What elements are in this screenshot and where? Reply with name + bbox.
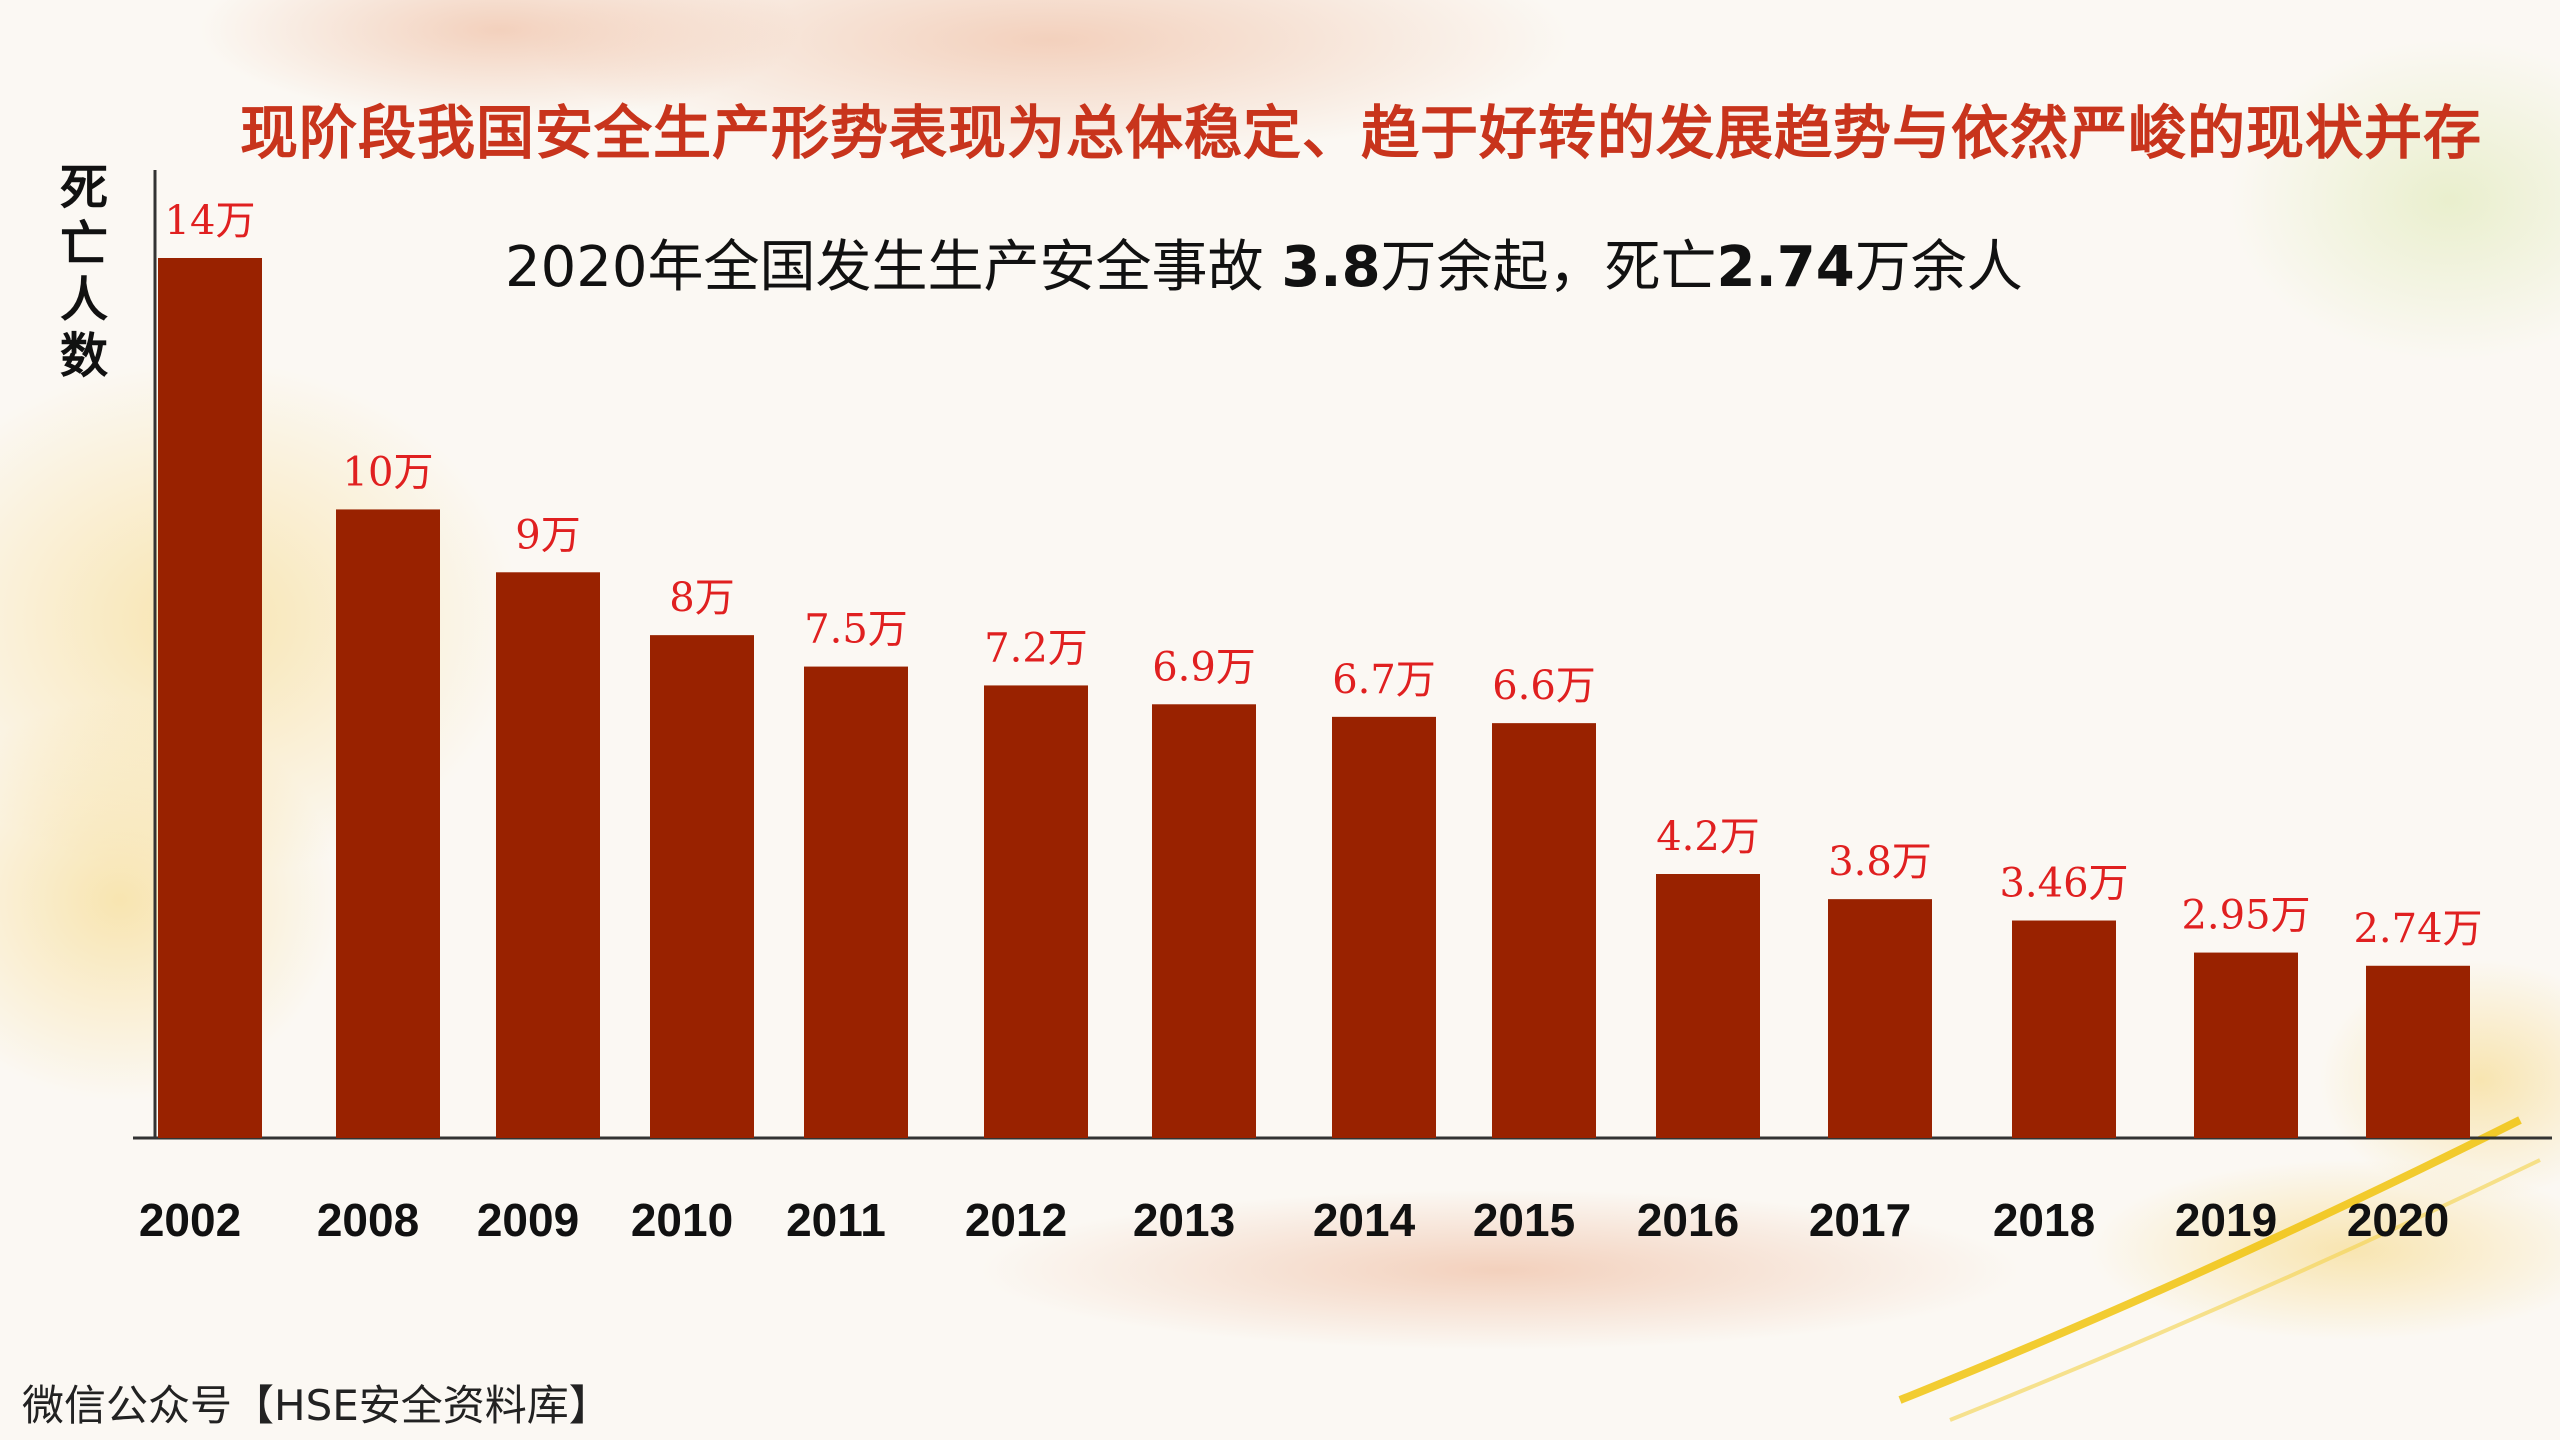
x-tick-2002: 2002 [139,1194,241,1246]
data-label-2018: 3.46万 [1999,861,2128,907]
subtitle-part1: 2020年全国发生生产安全事故 [505,235,1282,300]
x-tick-2017: 2017 [1809,1194,1911,1246]
x-tick-2014: 2014 [1313,1194,1416,1246]
subtitle: 2020年全国发生生产安全事故 3.8万余起，死亡2.74万余人 [505,222,2023,303]
x-tick-2009: 2009 [477,1194,579,1246]
data-label-2019: 2.95万 [2181,893,2310,939]
x-tick-2012: 2012 [965,1194,1067,1246]
data-label-2013: 6.9万 [1152,644,1256,690]
bar-2018 [2012,920,2116,1138]
chart-bars [158,258,2470,1138]
data-label-2016: 4.2万 [1656,814,1760,860]
footer-source: 微信公众号【HSE安全资料库】 [22,1381,611,1430]
data-label-2015: 6.6万 [1492,663,1596,709]
x-tick-2013: 2013 [1133,1194,1235,1246]
bar-2009 [496,572,600,1138]
subtitle-accident-count: 3.8 [1281,235,1381,300]
data-label-2020: 2.74万 [2353,906,2482,952]
x-tick-2011: 2011 [786,1194,886,1246]
x-tick-2010: 2010 [631,1194,733,1246]
bar-2010 [650,635,754,1138]
data-label-2008: 10万 [343,449,434,495]
x-tick-2019: 2019 [2175,1194,2277,1246]
subtitle-part2: 万余起，死亡 [1380,235,1717,300]
data-label-2017: 3.8万 [1828,839,1932,885]
x-tick-2020: 2020 [2347,1194,2449,1246]
data-label-2002: 14万 [165,198,256,244]
bar-2020 [2366,965,2470,1138]
data-label-2010: 8万 [669,575,734,621]
bar-2015 [1492,723,1596,1138]
x-tick-2015: 2015 [1473,1194,1575,1246]
data-label-2011: 7.5万 [804,607,908,653]
bar-2016 [1656,874,1760,1138]
x-tick-2008: 2008 [317,1194,419,1246]
chart-data-labels: 14万 10万 9万 8万 7.5万 7.2万 6.9万 6.7万 6.6万 4.2万 3.8万 3.… [165,198,2483,952]
bar-2011 [804,666,908,1138]
y-axis-label: 死亡人数 [59,160,108,384]
bar-2019 [2194,952,2298,1138]
bar-2017 [1828,899,1932,1138]
bar-2008 [336,509,440,1138]
chart-x-tick-labels: 2002 2008 2009 2010 2011 2012 2013 2014 2015 2016… [139,1194,2449,1246]
bar-2002 [158,258,262,1138]
bar-2014 [1332,716,1436,1138]
subtitle-death-count: 2.74 [1716,235,1855,300]
x-tick-2016: 2016 [1637,1194,1739,1246]
data-label-2014: 6.7万 [1332,657,1436,703]
bar-2013 [1152,704,1256,1138]
x-tick-2018: 2018 [1993,1194,2095,1246]
data-label-2009: 9万 [515,512,580,558]
subtitle-part3: 万余人 [1854,235,2023,300]
bar-2012 [984,685,1088,1138]
headline: 现阶段我国安全生产形势表现为总体稳定、趋于好转的发展趋势与依然严峻的现状并存 [240,99,2483,167]
data-label-2012: 7.2万 [984,625,1088,671]
